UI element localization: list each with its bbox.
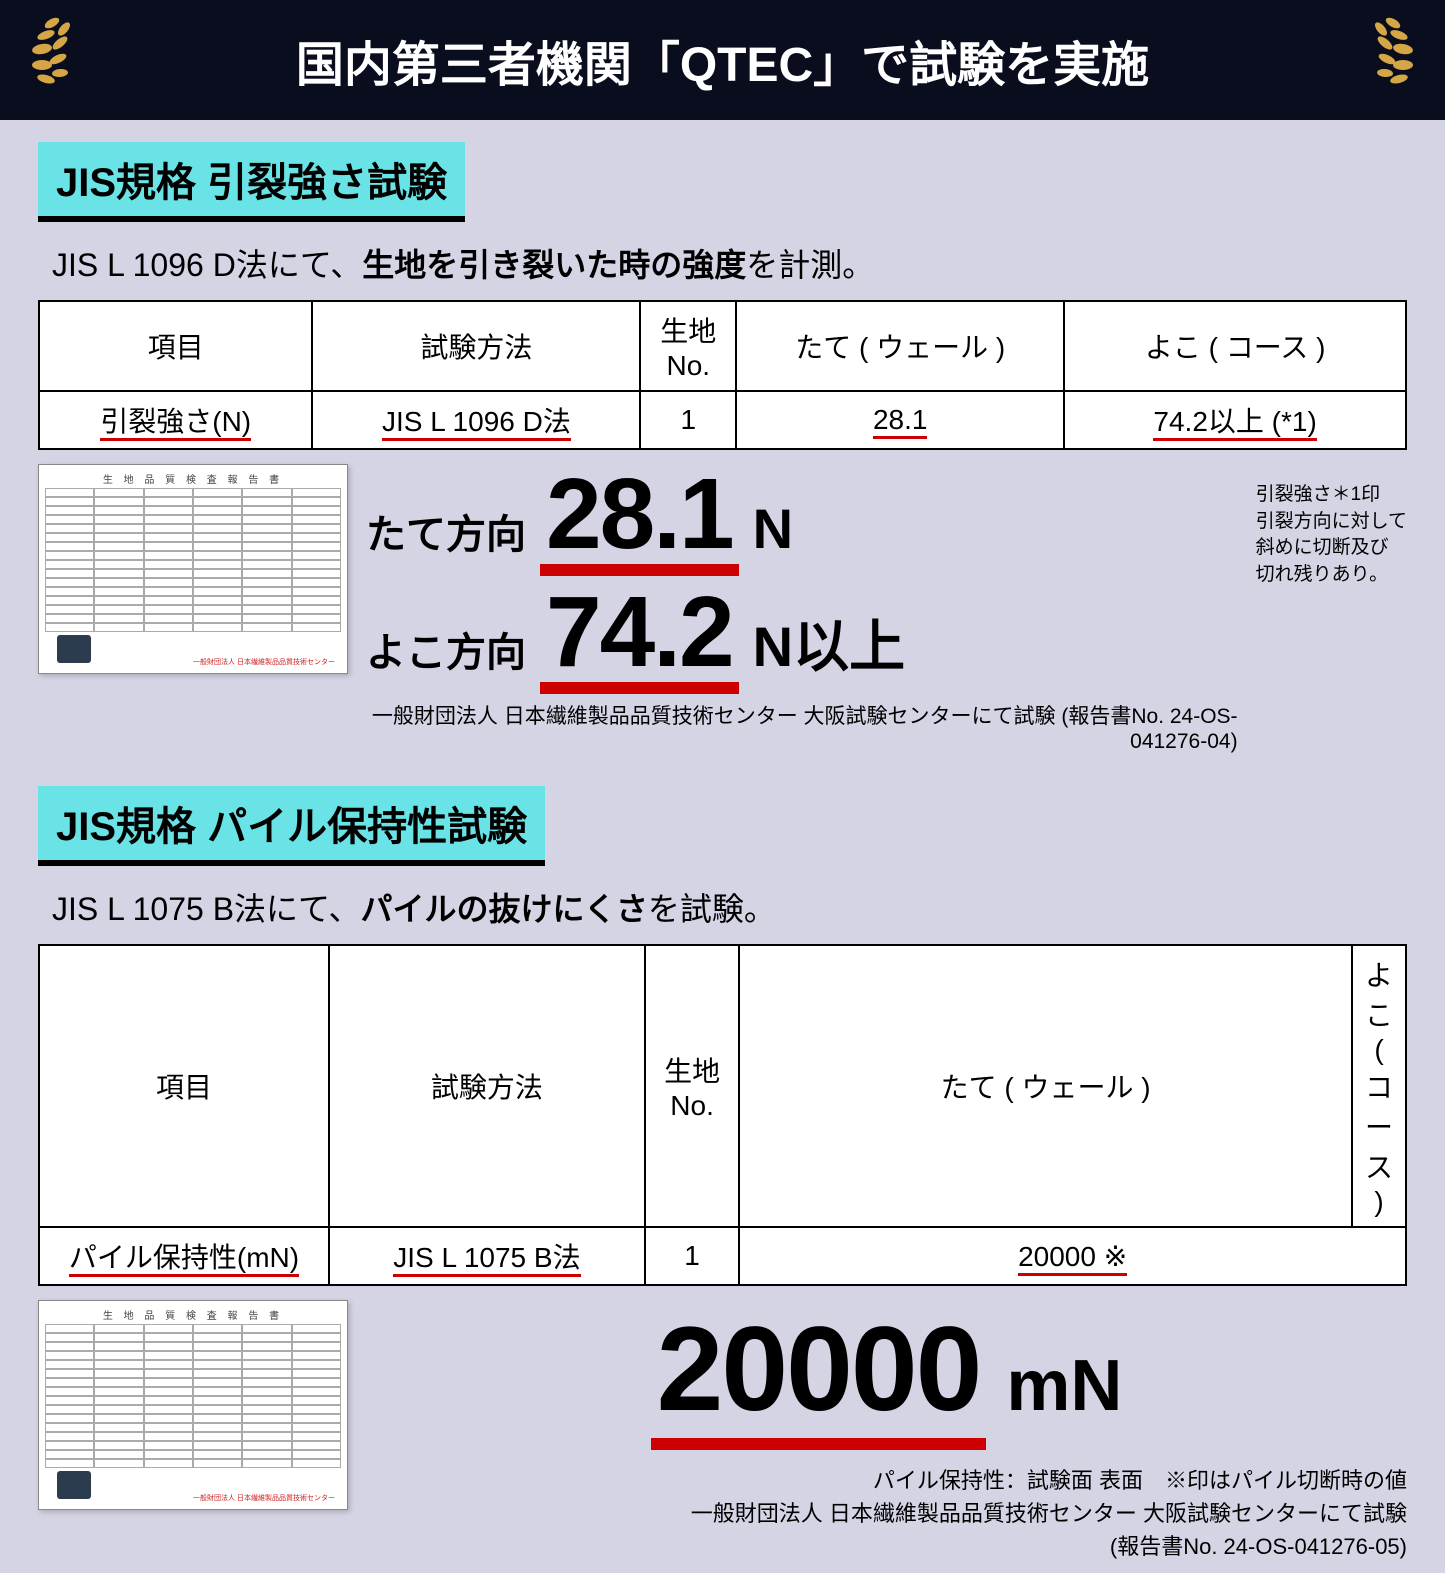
table-cell: JIS L 1075 B法 (329, 1227, 645, 1285)
val1-label: たて方向 (366, 515, 526, 555)
section-pile-retention: JIS規格 パイル保持性試験 JIS L 1075 B法にて、パイルの抜けにくさ… (0, 764, 1445, 1573)
header-banner: 国内第三者機関「QTEC」で試験を実施 (0, 0, 1445, 120)
table-header: 試験方法 (312, 301, 640, 391)
report-thumbnail-1: 生 地 品 質 検 査 報 告 書 一般財団法人 日本繊維製品品質技術センター (38, 464, 348, 674)
val2-label: よこ方向 (366, 633, 526, 673)
section1-tag: JIS規格 引裂強さ試験 (38, 142, 465, 222)
table-cell: 1 (645, 1227, 739, 1285)
val3-num: 20000 (651, 1300, 987, 1450)
report-thumbnail-2: 生 地 品 質 検 査 報 告 書 一般財団法人 日本繊維製品品質技術センター (38, 1300, 348, 1510)
table-cell: 74.2以上 (*1) (1064, 391, 1406, 449)
section-tear-strength: JIS規格 引裂強さ試験 JIS L 1096 D法にて、生地を引き裂いた時の強… (0, 120, 1445, 764)
table-header: 生地No. (640, 301, 736, 391)
section2-desc: JIS L 1075 B法にて、パイルの抜けにくさを試験。 (52, 884, 1407, 930)
section1-desc-bold: 生地を引き裂いた時の強度 (362, 247, 746, 283)
laurel-left-icon (22, 13, 82, 107)
section2-footnote2: 一般財団法人 日本繊維製品品質技術センター 大阪試験センターにて試験 (366, 1497, 1407, 1530)
table-header: 項目 (39, 301, 312, 391)
table-cell: パイル保持性(mN) (39, 1227, 329, 1285)
section1-desc-suffix: を計測。 (746, 247, 874, 283)
val1-num: 28.1 (540, 464, 739, 576)
table-header: よこ ( コース ) (1352, 945, 1406, 1227)
header-title: 国内第三者機関「QTEC」で試験を実施 (296, 25, 1149, 95)
table-cell: 20000 ※ (739, 1227, 1406, 1285)
val3-unit: mN (1006, 1345, 1122, 1427)
laurel-right-icon (1363, 13, 1423, 107)
table-cell: 1 (640, 391, 736, 449)
table-header: たて ( ウェール ) (736, 301, 1064, 391)
table-cell: JIS L 1096 D法 (312, 391, 640, 449)
stamp-icon (57, 635, 91, 663)
report2-org: 一般財団法人 日本繊維製品品質技術センター (193, 1493, 335, 1503)
val2-num: 74.2 (540, 582, 739, 694)
stamp-icon (57, 1471, 91, 1499)
section2-desc-suffix: を試験。 (648, 891, 776, 927)
table-header: 試験方法 (329, 945, 645, 1227)
section1-credit: 一般財団法人 日本繊維製品品質技術センター 大阪試験センターにて試験 (報告書N… (366, 700, 1238, 754)
section1-desc-prefix: JIS L 1096 D法にて、 (52, 247, 362, 283)
val2-unit: N以上 (753, 619, 905, 675)
section2-desc-bold: パイルの抜けにくさ (360, 891, 647, 927)
table-cell: 28.1 (736, 391, 1064, 449)
section2-tag: JIS規格 パイル保持性試験 (38, 786, 545, 866)
section1-side-note: 引裂強さ＊1印引裂方向に対して斜めに切断及び切れ残りあり。 (1256, 482, 1407, 588)
table-header: 項目 (39, 945, 329, 1227)
table-cell: 引裂強さ(N) (39, 391, 312, 449)
section1-values: たて方向 28.1 N よこ方向 74.2 N以上 一般財団法人 日本繊維製品品… (366, 464, 1238, 754)
table-header: たて ( ウェール ) (739, 945, 1352, 1227)
section1-desc: JIS L 1096 D法にて、生地を引き裂いた時の強度を計測。 (52, 240, 1407, 286)
section2-footnote1: パイル保持性：試験面 表面 ※印はパイル切断時の値 (366, 1464, 1407, 1497)
table-header: よこ ( コース ) (1064, 301, 1406, 391)
section2-footnote3: (報告書No. 24-OS-041276-05) (366, 1530, 1407, 1563)
section2-desc-prefix: JIS L 1075 B法にて、 (52, 891, 360, 927)
report1-title: 生 地 品 質 検 査 報 告 書 (45, 471, 341, 486)
section1-table: 項目試験方法生地No.たて ( ウェール )よこ ( コース ) 引裂強さ(N)… (38, 300, 1407, 450)
report2-title: 生 地 品 質 検 査 報 告 書 (45, 1307, 341, 1322)
report1-org: 一般財団法人 日本繊維製品品質技術センター (193, 657, 335, 667)
section2-table: 項目試験方法生地No.たて ( ウェール )よこ ( コース ) パイル保持性(… (38, 944, 1407, 1286)
section2-values: 20000 mN パイル保持性：試験面 表面 ※印はパイル切断時の値 一般財団法… (366, 1300, 1407, 1563)
table-header: 生地No. (645, 945, 739, 1227)
val1-unit: N (753, 501, 793, 557)
